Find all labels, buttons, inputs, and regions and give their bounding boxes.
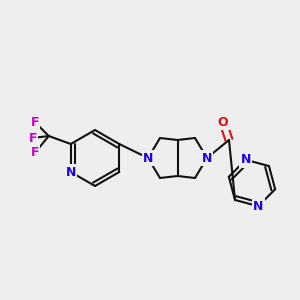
Text: N: N — [253, 200, 263, 213]
Text: N: N — [202, 152, 212, 164]
Text: O: O — [218, 116, 228, 128]
Text: F: F — [31, 116, 39, 128]
Text: F: F — [31, 146, 39, 160]
Text: N: N — [241, 153, 251, 166]
Text: N: N — [66, 166, 76, 178]
Text: F: F — [28, 131, 37, 145]
Text: N: N — [143, 152, 153, 164]
